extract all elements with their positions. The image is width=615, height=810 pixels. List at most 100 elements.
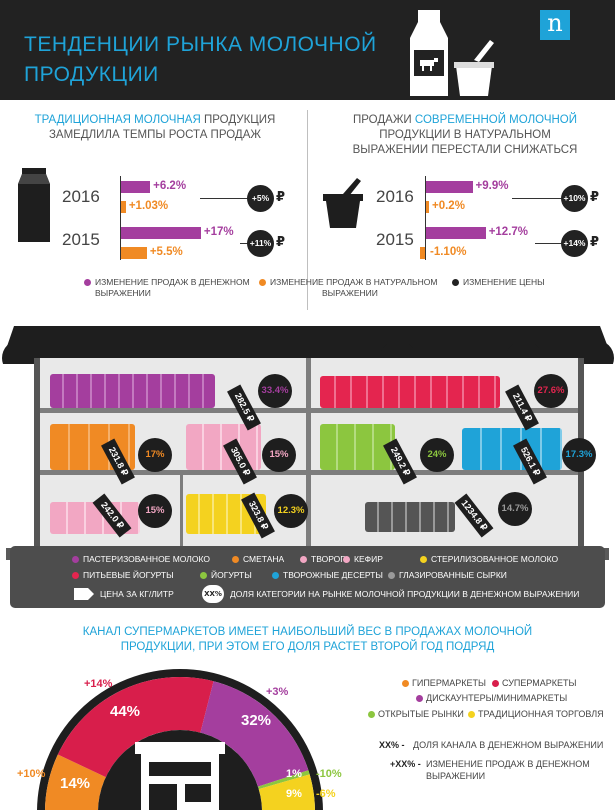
shelf-middle-post — [306, 358, 311, 550]
modern-heading-line3: ВЫРАЖЕНИИ ПЕРЕСТАЛИ СНИЖАТЬСЯ — [352, 144, 578, 156]
supermarkets-share: 44% — [110, 703, 141, 720]
modern-2016-volume-label: +0.2% — [432, 200, 465, 212]
traditional-2016-volume-bar — [121, 201, 126, 213]
legend-label: ЙОГУРТЫ — [211, 570, 252, 580]
modern-2016-value-label: +9.9% — [475, 180, 509, 192]
traditional-year-2015: 2015 — [62, 230, 100, 249]
modern-2015-price-line — [535, 243, 562, 244]
legend-volume-dot — [259, 279, 266, 286]
shelf-divider-low — [180, 474, 183, 548]
channels-heading-line2: ПРОДУКЦИИ, ПРИ ЭТОМ ЕГО ДОЛЯ РАСТЕТ ВТОР… — [120, 641, 495, 653]
drinking-yogurt-products — [320, 376, 500, 408]
traditional-heading-hl: МОЛОЧНАЯ — [134, 114, 201, 126]
legend-open-markets-dot — [368, 711, 375, 718]
header-banner: ТЕНДЕНЦИИ РЫНКА МОЛОЧНОЙ ПРОДУКЦИИ n — [0, 0, 615, 100]
legend-value-dot — [84, 279, 91, 286]
legend-dot — [200, 572, 207, 579]
channel-segment — [257, 770, 310, 790]
legend-value-change: ИЗМЕНЕНИЕ ПРОДАЖ В ДЕНЕЖНОМ ВЫРАЖЕНИИ — [95, 277, 255, 299]
traditional-trade-share: 9% — [286, 788, 302, 800]
ruble-icon: ₽ — [590, 235, 600, 250]
legend-dot — [272, 572, 279, 579]
traditional-2015-price-badge: +11% — [247, 230, 274, 257]
legend-value-line1: ИЗМЕНЕНИЕ ПРОДАЖ В ДЕНЕЖНОМ — [95, 277, 250, 287]
legend-label: ПИТЬЕВЫЕ ЙОГУРТЫ — [83, 570, 174, 580]
legend-value-line2: ВЫРАЖЕНИИ — [95, 288, 151, 298]
traditional-2016-volume-label: +1.03% — [128, 200, 169, 212]
modern-axis — [425, 176, 426, 260]
modern-year-2015: 2015 — [376, 230, 414, 249]
modern-2015-value-bar — [426, 227, 486, 239]
legend-label: ТВОРОЖНЫЕ ДЕСЕРТЫ — [283, 570, 383, 580]
curd-dessert-products — [462, 428, 562, 470]
hypermarkets-change: +10% — [17, 768, 46, 780]
page-title: ТЕНДЕНЦИИ РЫНКА МОЛОЧНОЙ ПРОДУКЦИИ — [24, 30, 404, 90]
legend-dot — [420, 556, 427, 563]
yogurt-cup-icon — [323, 178, 363, 228]
ruble-icon: ₽ — [590, 190, 600, 205]
pasteurized-milk-products — [50, 374, 215, 408]
discounters-change: +3% — [266, 686, 289, 698]
traditional-heading: ТРАДИЦИОННАЯ МОЛОЧНАЯ ПРОДУКЦИЯ ЗАМЕДЛИЛ… — [20, 113, 290, 143]
legend-dot — [388, 572, 395, 579]
discounters-share: 32% — [241, 712, 272, 729]
page-title-line1: ТЕНДЕНЦИИ РЫНКА МОЛОЧНОЙ — [24, 33, 377, 56]
traditional-axis — [120, 176, 121, 260]
modern-2016-value-bar — [426, 181, 473, 193]
category-share-badge: 24% — [420, 438, 454, 472]
legend-discounters-dot — [416, 695, 423, 702]
milk-carton-icon — [18, 168, 50, 242]
modern-2016-price-badge: +10% — [561, 185, 588, 212]
traditional-heading-pre: ТРАДИЦИОННАЯ — [34, 114, 131, 126]
modern-2015-price-badge: +14% — [561, 230, 588, 257]
modern-2016-volume-bar — [426, 201, 429, 213]
traditional-heading-post: ПРОДУКЦИЯ — [203, 114, 276, 126]
legend-label: ГЛАЗИРОВАННЫЕ СЫРКИ — [399, 570, 507, 580]
traditional-heading-line2: ЗАМЕДЛИЛА ТЕМПЫ РОСТА ПРОДАЖ — [48, 129, 262, 141]
legend-hypermarkets-dot — [402, 680, 409, 687]
legend-dot — [232, 556, 239, 563]
modern-heading-line2: ПРОДУКЦИИ В НАТУРАЛЬНОМ — [379, 129, 551, 141]
legend-dot — [72, 572, 79, 579]
traditional-2015-volume-label: +5.5% — [149, 246, 183, 258]
channel-segment — [45, 754, 106, 810]
key-share-text: ДОЛЯ КАНАЛА В ДЕНЕЖНОМ ВЫРАЖЕНИИ — [413, 740, 604, 750]
channels-heading: КАНАЛ СУПЕРМАРКЕТОВ ИМЕЕТ НАИБОЛЬШИЙ ВЕС… — [40, 625, 575, 655]
traditional-2015-value-label: +17% — [203, 226, 234, 238]
ruble-icon: ₽ — [276, 190, 286, 205]
price-tag-icon — [74, 588, 94, 600]
category-share-badge: 17% — [138, 438, 172, 472]
modern-heading: ПРОДАЖИ СОВРЕМЕННОЙ МОЛОЧНОЙ ПРОДУКЦИИ В… — [320, 113, 610, 158]
category-share-badge: 33.4% — [258, 374, 292, 408]
legend-dot — [72, 556, 79, 563]
glazed-curd-products — [365, 502, 455, 532]
legend-open-markets: ОТКРЫТЫЕ РЫНКИ — [378, 709, 464, 719]
channel-segment — [200, 681, 309, 787]
legend-price-dot — [452, 279, 459, 286]
legend-supermarkets-dot — [492, 680, 499, 687]
legend-supermarkets: СУПЕРМАРКЕТЫ — [502, 678, 577, 688]
category-share-badge: 27.6% — [534, 374, 568, 408]
traditional-trade-change: -6% — [316, 788, 336, 800]
brand-logo: n — [540, 10, 570, 40]
legend-volume-line1: ИЗМЕНЕНИЕ ПРОДАЖ В НАТУРАЛЬНОМ — [270, 277, 438, 287]
store-awning-icon — [2, 326, 614, 364]
shelf-left-post — [34, 358, 40, 550]
dairy-store-shelf: 282.5 ₽33.4% 211.4 ₽27.6% 231.8 ₽17% 305.0 … — [0, 314, 615, 614]
key-change-line1: ИЗМЕНЕНИЕ ПРОДАЖ В ДЕНЕЖНОМ — [426, 759, 590, 769]
modern-2015-value-label: +12.7% — [488, 226, 529, 238]
milk-bottle-and-cup-icon — [410, 10, 494, 96]
open-markets-change: -10% — [316, 768, 342, 780]
legend-volume-change: ИЗМЕНЕНИЕ ПРОДАЖ В НАТУРАЛЬНОМ ВЫРАЖЕНИИ — [270, 277, 445, 299]
legend-label: СТЕРИЛИЗОВАННОЕ МОЛОКО — [431, 554, 559, 564]
ruble-icon: ₽ — [276, 235, 286, 250]
section-divider — [307, 110, 308, 310]
supermarkets-change: +14% — [84, 678, 113, 690]
share-legend-label: ДОЛЯ КАТЕГОРИИ НА РЫНКЕ МОЛОЧНОЙ ПРОДУКЦ… — [230, 589, 580, 599]
legend-label: ПАСТЕРИЗОВАННОЕ МОЛОКО — [83, 554, 210, 564]
category-share-badge: 14.7% — [498, 492, 532, 526]
legend-dot — [343, 556, 350, 563]
traditional-2016-value-bar — [121, 181, 151, 193]
legend-label: ТВОРОГ — [311, 554, 345, 564]
shelf-board-2 — [40, 470, 578, 475]
